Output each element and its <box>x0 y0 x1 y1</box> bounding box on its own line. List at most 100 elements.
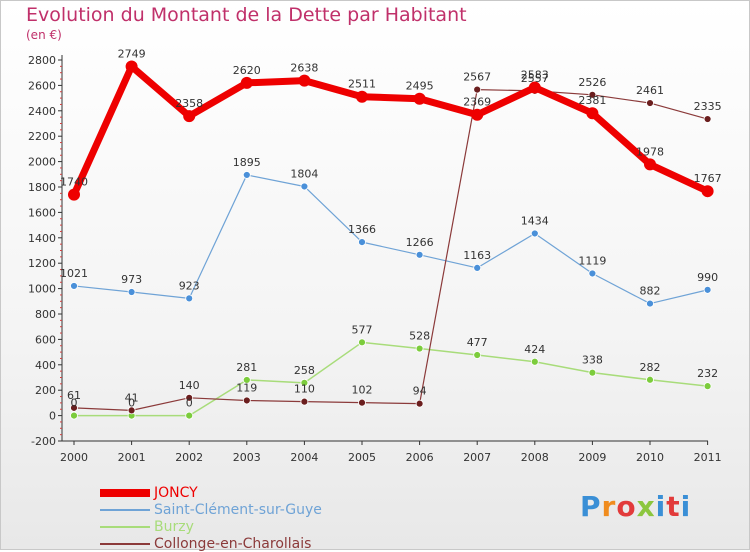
x-tick-label: 2011 <box>694 451 722 464</box>
data-label: 477 <box>467 336 488 349</box>
x-tick-label: 2006 <box>406 451 434 464</box>
data-point <box>185 294 194 303</box>
data-label: 2567 <box>463 71 491 84</box>
data-label: 1740 <box>60 176 88 189</box>
data-point <box>70 411 78 420</box>
legend-item: JONCY <box>100 484 322 501</box>
data-point <box>415 250 424 259</box>
data-point <box>703 382 712 391</box>
data-label: 2358 <box>175 97 203 110</box>
data-point <box>473 263 482 272</box>
data-label: 94 <box>413 385 427 398</box>
legend-item: Saint-Clément-sur-Guye <box>100 501 322 518</box>
data-label: 990 <box>697 271 718 284</box>
data-point <box>701 185 714 198</box>
data-point <box>703 285 712 294</box>
data-point <box>586 107 599 120</box>
data-point <box>415 399 424 408</box>
data-label: 110 <box>294 383 315 396</box>
data-label: 41 <box>125 391 139 404</box>
data-label: 0 <box>71 397 78 410</box>
data-point <box>300 397 309 406</box>
data-label: 1434 <box>521 214 549 227</box>
data-label: 2620 <box>233 64 261 77</box>
data-label: 102 <box>352 384 373 397</box>
data-label: 1895 <box>233 156 261 169</box>
data-point <box>242 396 251 405</box>
data-point <box>185 411 194 420</box>
data-label: 923 <box>179 279 200 292</box>
data-point <box>415 344 424 353</box>
y-tick-label: 2600 <box>28 79 56 92</box>
data-label: 1366 <box>348 223 376 236</box>
data-label: 2335 <box>694 100 722 113</box>
legend-item: Burzy <box>100 518 322 535</box>
legend-swatch <box>100 488 150 497</box>
data-label: 2381 <box>578 94 606 107</box>
data-label: 1804 <box>290 167 318 180</box>
y-tick-label: 2800 <box>28 54 56 67</box>
data-label: 232 <box>697 367 718 380</box>
data-point <box>644 158 656 171</box>
data-label: 2461 <box>636 84 664 97</box>
series-line-1 <box>73 174 708 305</box>
logo-letter: r <box>601 490 617 523</box>
data-point <box>646 375 654 384</box>
y-tick-label: 600 <box>35 333 56 346</box>
x-tick-label: 2009 <box>578 451 606 464</box>
data-point <box>183 110 196 123</box>
data-point <box>530 229 539 238</box>
y-tick-label: 0 <box>49 410 56 423</box>
logo-letter: x <box>636 490 656 523</box>
data-point <box>473 85 482 94</box>
data-label: 2583 <box>521 69 549 82</box>
data-point <box>242 376 251 384</box>
data-point <box>646 99 654 107</box>
logo-letter: i <box>680 490 692 523</box>
data-label: 424 <box>524 343 545 356</box>
x-tick-label: 2010 <box>636 451 664 464</box>
data-label: 1021 <box>60 267 88 280</box>
legend-swatch <box>100 542 150 545</box>
data-point <box>530 357 539 366</box>
data-point <box>185 393 194 402</box>
x-tick-label: 2000 <box>60 451 88 464</box>
proxiti-logo: Proxiti <box>580 490 691 523</box>
data-point <box>588 90 597 99</box>
data-label: 528 <box>409 330 430 343</box>
logo-letter: i <box>655 490 667 523</box>
data-label: 577 <box>352 323 373 336</box>
x-tick-label: 2003 <box>233 451 261 464</box>
legend-swatch <box>100 525 150 528</box>
data-label: 973 <box>121 273 142 286</box>
legend-item: Collonge-en-Charollais <box>100 535 322 552</box>
data-point <box>473 351 482 359</box>
data-label: 2638 <box>290 62 318 75</box>
x-tick-label: 2002 <box>175 451 203 464</box>
data-label: 2557 <box>521 72 549 85</box>
data-point <box>588 368 597 377</box>
x-tick-label: 2005 <box>348 451 376 464</box>
data-label: 2511 <box>348 78 376 91</box>
data-point <box>358 338 366 347</box>
series-line-0 <box>70 62 710 197</box>
legend-swatch <box>100 508 150 511</box>
data-point <box>528 81 541 94</box>
data-label: 1163 <box>463 249 491 262</box>
data-point <box>471 108 484 121</box>
legend: JONCY Saint-Clément-sur-Guye Burzy Collonge… <box>100 484 322 552</box>
y-tick-label: 200 <box>35 384 56 397</box>
data-label: 2749 <box>118 47 146 60</box>
x-tick-label: 2004 <box>290 451 318 464</box>
legend-label: Burzy <box>154 518 194 535</box>
y-tick-label: 1600 <box>28 206 56 219</box>
logo-letter: P <box>580 490 602 523</box>
data-point <box>358 238 366 247</box>
data-label: 2495 <box>406 80 434 93</box>
y-tick-label: 800 <box>35 308 56 321</box>
x-tick-label: 2007 <box>463 451 491 464</box>
data-label: 2369 <box>463 96 491 109</box>
series-line-2 <box>74 341 708 417</box>
